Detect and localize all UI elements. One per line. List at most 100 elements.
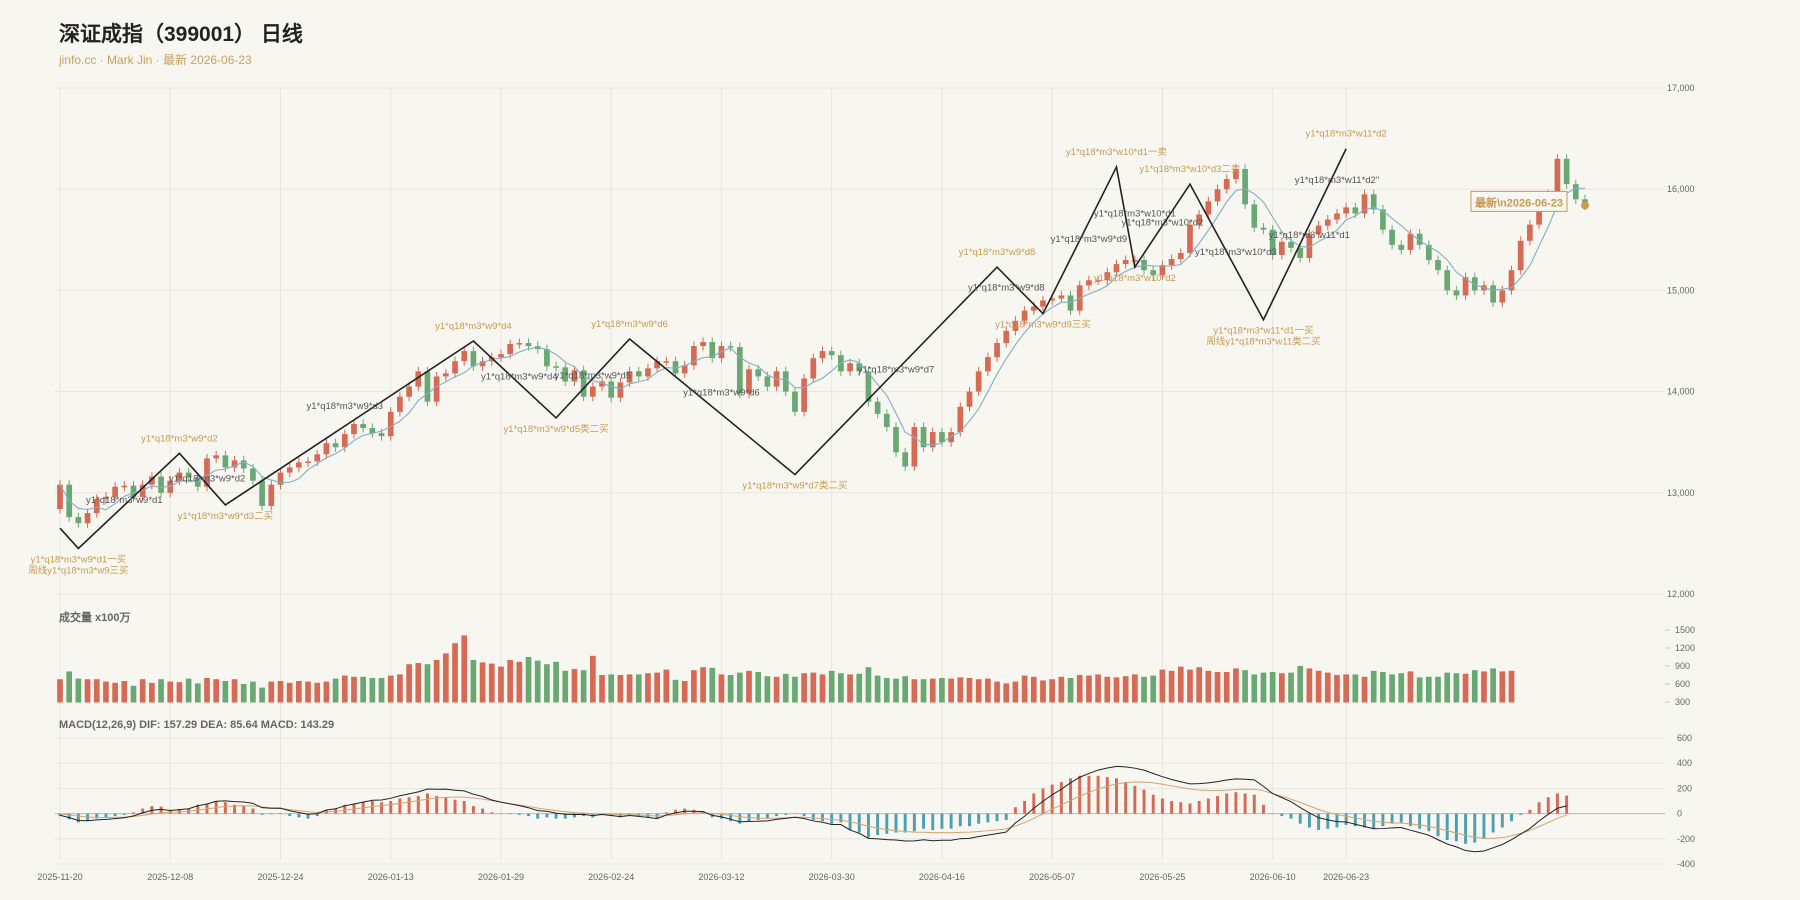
macd-hist-bar: [793, 813, 797, 815]
candle-body: [360, 423, 367, 429]
volume-bar: [93, 679, 100, 703]
volume-bar: [1334, 675, 1340, 703]
annotation-gold: y1*q18*m3*w11*d2: [1306, 129, 1387, 140]
macd-hist-bar: [1491, 813, 1495, 833]
candle-body: [920, 427, 927, 448]
volume-bar: [1471, 670, 1478, 703]
volume-bar: [865, 667, 872, 703]
candle-body: [1499, 290, 1506, 303]
volume-bar: [1398, 673, 1405, 703]
volume-bar: [672, 679, 679, 703]
macd-hist-bar: [398, 798, 402, 814]
candle-body: [1278, 241, 1285, 255]
candle-body: [1288, 241, 1294, 248]
candle-body: [1150, 270, 1157, 276]
volume-bar: [902, 676, 909, 703]
x-tick-label: 2026-02-24: [588, 872, 634, 882]
macd-hist-bar: [1399, 813, 1403, 823]
candle-body: [856, 363, 863, 372]
x-tick-label: 2026-03-30: [809, 872, 855, 882]
macd-tick-label: 600: [1677, 733, 1692, 743]
x-tick-label: 2026-06-10: [1250, 872, 1296, 882]
macd-hist-bar: [453, 799, 457, 814]
macd-hist-bar: [922, 813, 926, 829]
candle-body: [1003, 330, 1010, 344]
macd-hist-bar: [527, 813, 530, 817]
volume-bar: [1122, 676, 1129, 703]
macd-label: MACD(12,26,9) DIF: 157.29 DEA: 85.64 MAC…: [59, 719, 334, 731]
candle-body: [1536, 204, 1542, 225]
volume-bar: [75, 678, 82, 703]
volume-bar: [939, 678, 945, 703]
macd-hist-bar: [122, 813, 126, 815]
candle-body: [608, 381, 615, 398]
candle-body: [452, 361, 458, 374]
candle-body: [498, 354, 504, 358]
x-tick-label: 2026-05-07: [1029, 872, 1075, 882]
macd-hist-bar: [306, 813, 310, 819]
macd-hist-bar: [1353, 813, 1357, 827]
candle-body: [672, 361, 679, 374]
macd-hist-bar: [1206, 798, 1210, 814]
candle-body: [1030, 306, 1037, 311]
macd-hist-bar: [765, 813, 769, 819]
macd-hist-bar: [1326, 813, 1330, 829]
volume-bar: [1389, 674, 1395, 703]
candle-body: [57, 484, 63, 509]
macd-hist-bar: [444, 797, 448, 814]
macd-hist-bar: [141, 808, 145, 814]
volume-bar: [838, 673, 844, 703]
x-tick-label: 2026-05-25: [1139, 872, 1185, 882]
candle-body: [1527, 224, 1533, 241]
volume-bar: [222, 681, 229, 703]
volume-bar: [360, 676, 367, 703]
candle-body: [1113, 264, 1120, 273]
volume-bar: [1187, 669, 1193, 703]
annotation-gray: y1*q18*m3*w9*d1: [86, 495, 163, 506]
macd-hist-bar: [545, 813, 549, 818]
candle-body: [240, 460, 247, 469]
volume-bar: [1324, 672, 1331, 703]
macd-hist-bar: [940, 813, 944, 829]
candle-body: [865, 371, 872, 402]
chart-subtitle: jinfo.cc · Mark Jin · 最新 2026-06-23: [59, 53, 252, 67]
candle-body: [736, 347, 743, 394]
volume-bar: [332, 678, 339, 703]
candle-body: [635, 371, 642, 377]
macd-hist-bar: [572, 813, 576, 818]
macd-hist-bar: [407, 797, 411, 814]
volume-bar: [792, 676, 798, 703]
volume-bar: [544, 664, 550, 703]
candle-body: [1214, 189, 1221, 202]
candle-body: [397, 396, 403, 412]
volume-bar: [452, 643, 458, 703]
macd-hist-bar: [1004, 813, 1008, 820]
candle-body: [1297, 247, 1304, 259]
macd-hist-bar: [67, 813, 71, 820]
volume-bar: [580, 670, 587, 703]
volume-bar: [57, 679, 63, 703]
candle-body: [204, 458, 210, 487]
macd-hist-bar: [1565, 795, 1569, 814]
macd-hist-bar: [1317, 813, 1321, 830]
volume-bar: [1159, 669, 1166, 703]
macd-hist-bar: [490, 812, 494, 814]
macd-hist-bar: [389, 801, 393, 814]
candle-body: [1324, 219, 1331, 226]
volume-bar: [1508, 670, 1515, 703]
volume-bar: [1049, 679, 1056, 703]
macd-hist-bar: [536, 813, 540, 819]
price-tick-label: 16,000: [1667, 184, 1695, 194]
volume-bar: [1435, 676, 1441, 703]
volume-bar: [966, 678, 973, 703]
candle-body: [1315, 225, 1322, 234]
candle-body: [1159, 265, 1166, 276]
candle-body: [681, 365, 688, 374]
candle-body: [525, 343, 532, 347]
candle-body: [847, 363, 853, 372]
volume-bar: [323, 681, 330, 703]
macd-hist-bar: [1013, 807, 1017, 814]
candle-body: [442, 373, 449, 377]
dea-line: [59, 781, 1567, 839]
candle-body: [1095, 280, 1101, 282]
